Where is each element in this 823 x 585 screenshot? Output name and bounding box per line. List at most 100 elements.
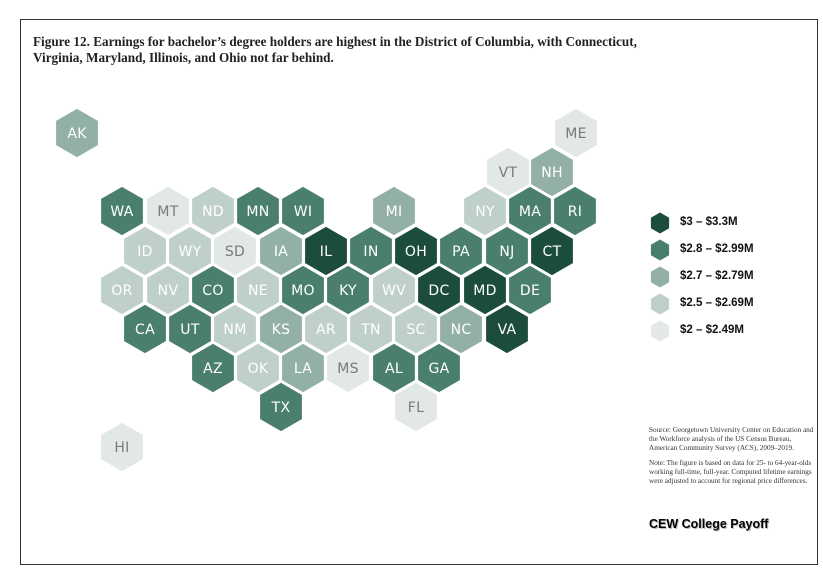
- state-hex: [145, 264, 191, 316]
- state-hex: [99, 421, 145, 473]
- state-hex: [167, 225, 213, 277]
- state-label: GA: [428, 361, 449, 377]
- state-tile-hi: HI: [99, 421, 145, 473]
- state-label: UT: [180, 322, 200, 338]
- state-tile-sc: SC: [393, 303, 439, 355]
- figure-title: Figure 12. Earnings for bachelor’s degre…: [33, 34, 637, 65]
- state-label: HI: [114, 440, 129, 456]
- state-label: MA: [519, 204, 541, 220]
- state-tile-il: IL: [303, 225, 349, 277]
- state-hex: [438, 303, 484, 355]
- state-tile-or: OR: [99, 264, 145, 316]
- state-tile-nd: ND: [190, 185, 236, 237]
- state-hex: [258, 381, 304, 433]
- state-hex: [393, 303, 439, 355]
- state-label: WY: [179, 244, 202, 260]
- state-label: NJ: [499, 244, 514, 260]
- figure-frame: [20, 19, 818, 565]
- state-label: NH: [541, 165, 563, 181]
- state-tile-sd: SD: [212, 225, 258, 277]
- state-label: MO: [291, 283, 315, 299]
- state-label: IL: [320, 244, 333, 260]
- state-hex: [484, 225, 530, 277]
- state-label: AK: [67, 126, 87, 142]
- state-label: NE: [248, 283, 268, 299]
- state-tile-me: ME: [553, 107, 599, 159]
- state-tile-mi: MI: [371, 185, 417, 237]
- state-label: VT: [499, 165, 518, 181]
- legend-label: $2.7 – $2.79M: [680, 270, 754, 282]
- state-tile-nj: NJ: [484, 225, 530, 277]
- state-label: AL: [385, 361, 403, 377]
- state-label: WI: [294, 204, 313, 220]
- state-hex: [507, 264, 553, 316]
- state-tile-ia: IA: [258, 225, 304, 277]
- state-label: MS: [337, 361, 359, 377]
- state-hex: [145, 185, 191, 237]
- state-label: ME: [565, 126, 587, 142]
- state-tile-wy: WY: [167, 225, 213, 277]
- state-label: MT: [157, 204, 178, 220]
- state-tile-oh: OH: [393, 225, 439, 277]
- state-hex: [325, 342, 371, 394]
- state-hex: [438, 225, 484, 277]
- state-label: AR: [316, 322, 336, 338]
- state-tile-al: AL: [371, 342, 417, 394]
- state-tile-vt: VT: [485, 146, 531, 198]
- state-tile-tx: TX: [258, 381, 304, 433]
- state-hex: [122, 303, 168, 355]
- state-tile-de: DE: [507, 264, 553, 316]
- state-label: RI: [568, 204, 582, 220]
- state-hex: [484, 303, 530, 355]
- state-tile-ny: NY: [462, 185, 508, 237]
- state-tile-ma: MA: [507, 185, 553, 237]
- state-hex: [507, 185, 553, 237]
- state-tile-va: VA: [484, 303, 530, 355]
- state-label: NM: [223, 322, 246, 338]
- state-hex: [190, 185, 236, 237]
- state-tile-ca: CA: [122, 303, 168, 355]
- state-tile-ks: KS: [258, 303, 304, 355]
- state-hex: [393, 225, 439, 277]
- state-label: CO: [202, 283, 223, 299]
- legend-label: $2.5 – $2.69M: [680, 297, 754, 309]
- state-tile-az: AZ: [190, 342, 236, 394]
- state-hex: [258, 225, 304, 277]
- state-hex: [552, 185, 598, 237]
- state-hex: [553, 107, 599, 159]
- state-tile-co: CO: [190, 264, 236, 316]
- state-tile-fl: FL: [393, 381, 439, 433]
- state-label: ND: [202, 204, 224, 220]
- legend-swatch: [650, 266, 670, 288]
- legend-swatch: [650, 212, 670, 234]
- state-hex: [212, 303, 258, 355]
- state-hex: [235, 342, 281, 394]
- state-hex: [462, 264, 508, 316]
- state-hex: [416, 342, 462, 394]
- state-label: DC: [428, 283, 449, 299]
- state-tile-mo: MO: [280, 264, 326, 316]
- state-label: IN: [363, 244, 378, 260]
- state-tile-id: ID: [122, 225, 168, 277]
- state-tile-ak: AK: [54, 107, 100, 159]
- state-label: ID: [137, 244, 153, 260]
- state-tile-ok: OK: [235, 342, 281, 394]
- state-label: KS: [272, 322, 291, 338]
- state-label: LA: [294, 361, 312, 377]
- state-label: OK: [248, 361, 269, 377]
- state-hex: [393, 381, 439, 433]
- state-tile-mt: MT: [145, 185, 191, 237]
- brand-logo: CEW College Payoff: [649, 517, 769, 531]
- state-hex: [348, 303, 394, 355]
- state-label: SD: [225, 244, 245, 260]
- state-label: TN: [360, 322, 381, 338]
- legend-swatch: [650, 293, 670, 315]
- state-tile-wi: WI: [280, 185, 326, 237]
- state-hex: [122, 225, 168, 277]
- state-label: NY: [475, 204, 495, 220]
- state-hex: [416, 264, 462, 316]
- state-tile-md: MD: [462, 264, 508, 316]
- state-tile-nv: NV: [145, 264, 191, 316]
- state-tile-ct: CT: [529, 225, 575, 277]
